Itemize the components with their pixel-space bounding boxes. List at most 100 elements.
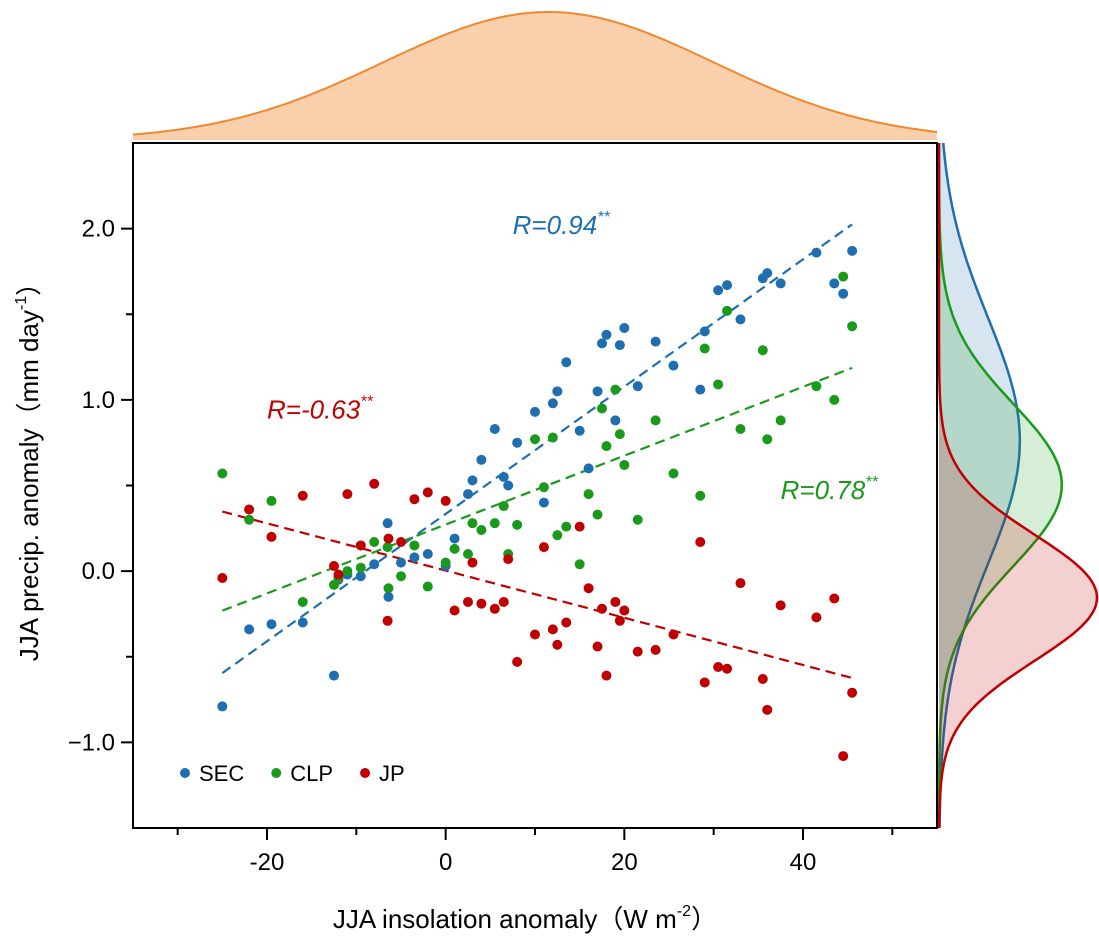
point	[650, 644, 661, 655]
x-density	[133, 12, 937, 140]
point	[266, 531, 277, 542]
point	[476, 525, 487, 536]
point	[762, 434, 773, 445]
x-axis-label-sup: -2	[677, 903, 691, 920]
point	[632, 646, 643, 657]
annotation-text: R=0.78	[781, 475, 866, 505]
point	[597, 338, 607, 349]
annotation: R=0.94**	[513, 209, 611, 240]
point	[244, 514, 255, 525]
point	[463, 549, 473, 559]
point	[530, 629, 540, 640]
point	[503, 554, 514, 565]
y-axis-label-text: JJA precip. anomaly（mm day	[14, 310, 44, 661]
point	[449, 543, 460, 554]
point	[597, 603, 607, 614]
point	[512, 437, 523, 448]
point	[382, 615, 393, 626]
point	[811, 612, 822, 623]
point	[699, 677, 710, 688]
point	[735, 578, 746, 589]
point	[244, 504, 255, 515]
trend-line	[221, 223, 853, 674]
point	[619, 605, 630, 616]
point	[650, 336, 661, 347]
point	[632, 514, 643, 525]
point	[829, 394, 840, 405]
y-density-line	[937, 143, 1099, 828]
point	[476, 454, 487, 465]
point	[538, 482, 549, 493]
point	[601, 329, 612, 340]
point	[383, 591, 394, 602]
point	[838, 288, 849, 299]
point	[217, 701, 228, 712]
plot-frame	[132, 142, 938, 829]
point	[601, 441, 612, 452]
x-tick-label: 0	[439, 849, 452, 876]
point	[547, 624, 558, 635]
y-axis-label-after: ）	[14, 270, 44, 296]
point	[422, 487, 433, 498]
point	[561, 521, 572, 532]
point	[838, 271, 849, 282]
point	[342, 566, 353, 577]
point	[610, 596, 621, 607]
point	[632, 381, 643, 392]
x-tick-label: 40	[790, 849, 817, 876]
point	[574, 425, 585, 436]
point	[512, 656, 523, 667]
point	[297, 596, 308, 607]
point	[695, 537, 706, 548]
point	[811, 247, 822, 258]
point	[610, 415, 621, 426]
point	[467, 475, 478, 486]
point	[668, 360, 679, 371]
point	[538, 497, 549, 508]
x-axis-label-after: ）	[691, 904, 717, 934]
x-tick-label: 20	[611, 849, 638, 876]
point	[498, 596, 509, 607]
point	[601, 670, 612, 681]
point	[383, 583, 394, 594]
y-tick-label: 0.0	[82, 558, 115, 585]
point	[713, 285, 724, 296]
point	[735, 423, 746, 434]
point	[583, 489, 594, 500]
point	[775, 278, 786, 289]
y-density-line	[937, 143, 1063, 828]
legend-marker	[271, 768, 282, 778]
point	[266, 495, 277, 506]
point	[266, 619, 277, 630]
point	[329, 670, 339, 681]
point	[396, 571, 406, 582]
y-axis-label-sup: -1	[13, 296, 30, 310]
point	[614, 429, 625, 440]
y-tick-label: 1.0	[82, 387, 115, 414]
point	[422, 581, 433, 592]
point	[382, 518, 393, 529]
point	[396, 537, 406, 548]
point	[355, 571, 366, 582]
point	[467, 557, 478, 568]
annotation-sup: **	[865, 474, 878, 491]
x-axis-label-text: JJA insolation anomaly（W m	[333, 904, 677, 934]
point	[369, 559, 380, 570]
point	[333, 569, 344, 580]
point	[552, 639, 563, 650]
point	[583, 583, 594, 594]
point	[619, 322, 630, 333]
point	[467, 518, 478, 529]
point	[829, 593, 840, 604]
annotation-text: R=-0.63	[267, 395, 361, 425]
x-axis-label: JJA insolation anomaly（W m-2）	[333, 903, 717, 934]
point	[440, 557, 451, 568]
point	[775, 600, 786, 611]
point	[422, 549, 433, 559]
point	[614, 615, 625, 626]
legend-label: SEC	[199, 761, 244, 786]
point	[463, 596, 473, 607]
point	[355, 562, 366, 573]
legend-label: JP	[379, 761, 405, 786]
y-density	[939, 143, 1097, 828]
